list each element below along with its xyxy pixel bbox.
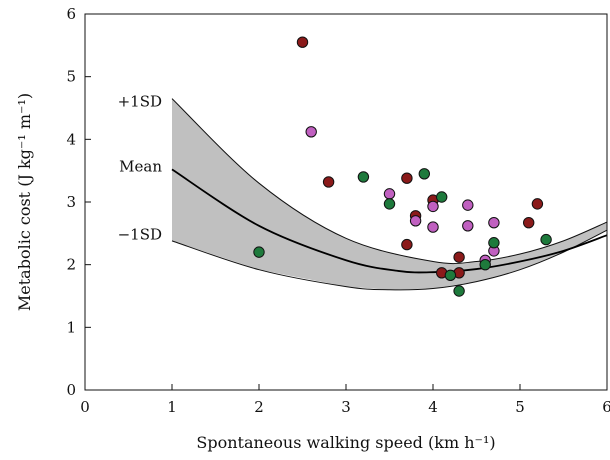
x-tick-label: 2	[254, 398, 264, 416]
data-point	[453, 285, 465, 297]
data-point	[462, 199, 474, 211]
data-points	[253, 36, 552, 297]
x-tick-label: 4	[428, 398, 438, 416]
x-tick-label: 0	[80, 398, 90, 416]
data-point	[305, 126, 317, 138]
mean-curve	[171, 168, 608, 274]
y-tick-label: 3	[66, 193, 76, 211]
y-tick-label: 5	[66, 68, 76, 86]
mean-label: Mean	[119, 157, 162, 175]
data-point	[453, 251, 465, 263]
data-point	[479, 258, 491, 271]
y-tick-label: 0	[66, 381, 76, 399]
data-point	[296, 36, 309, 48]
y-axis-ticks: 0 1 2 3 4 5 6	[66, 5, 91, 399]
y-tick-label: 1	[66, 318, 76, 336]
data-point	[401, 238, 413, 251]
y-tick-label: 2	[66, 256, 76, 274]
data-point	[418, 168, 430, 180]
x-axis-ticks: 0 1 2 3 4 5 6	[80, 384, 610, 416]
y-tick-label: 6	[66, 5, 76, 23]
data-point	[383, 188, 396, 200]
x-tick-label: 3	[341, 398, 351, 416]
y-tick-label: 4	[66, 130, 76, 148]
data-point	[322, 176, 335, 188]
x-axis-title: Spontaneous walking speed (km h⁻¹)	[196, 433, 495, 452]
plot-frame	[84, 13, 608, 391]
upper-sd-label: +1SD	[118, 93, 162, 111]
data-point	[444, 269, 457, 282]
upper-sd-curve	[171, 98, 608, 265]
data-point	[436, 191, 448, 203]
lower-sd-curve	[171, 229, 608, 291]
sd-band-fill	[172, 98, 607, 290]
lower-sd-label: −1SD	[118, 226, 162, 244]
data-point	[488, 237, 500, 249]
data-point	[409, 215, 422, 227]
data-point	[383, 198, 396, 210]
data-point	[523, 216, 535, 229]
data-point	[427, 200, 439, 213]
x-tick-label: 5	[515, 398, 525, 416]
sd-band	[171, 98, 608, 291]
data-point	[401, 172, 413, 184]
data-point	[488, 216, 500, 229]
data-point	[253, 246, 265, 258]
x-tick-label: 6	[602, 398, 610, 416]
data-point	[427, 221, 439, 233]
data-point	[540, 233, 552, 246]
x-tick-label: 1	[167, 398, 177, 416]
y-axis-title: Metabolic cost (J kg⁻¹ m⁻¹)	[15, 93, 34, 311]
data-point	[462, 220, 474, 232]
data-point	[531, 198, 544, 210]
data-point	[357, 171, 370, 183]
